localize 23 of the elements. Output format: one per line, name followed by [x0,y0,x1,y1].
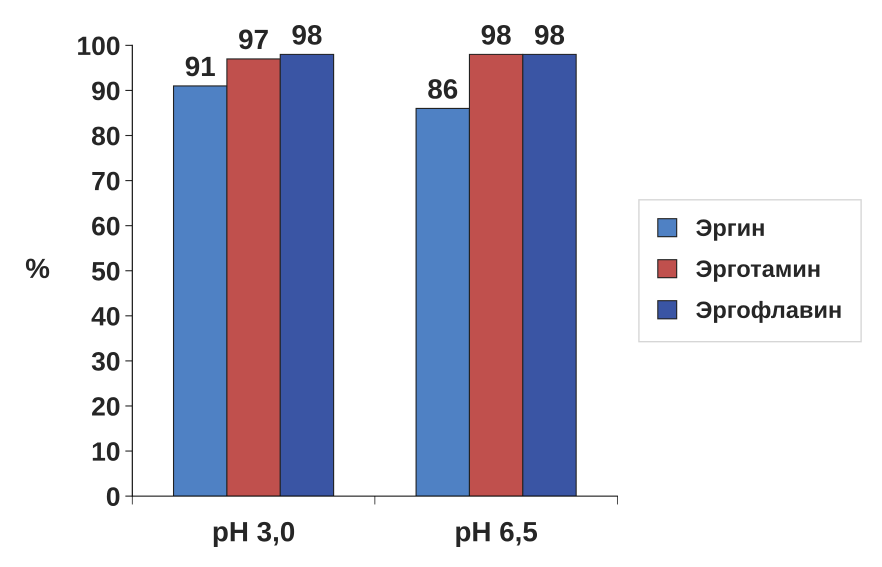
legend-label: Эргофлавин [696,300,841,323]
legend-label: Эрготамин [696,260,820,282]
x-tick-label: pH 3,0 [214,522,294,548]
y-tick-label: 80 [92,126,120,146]
data-label: 97 [239,30,268,50]
y-tick-label: 60 [92,216,120,236]
x-tick-label: pH 6,5 [456,522,538,548]
y-tick-label: 40 [92,306,120,326]
data-label: 98 [292,25,322,45]
y-axis-title: % [26,258,50,278]
y-tick-label: 70 [92,172,120,190]
y-tick-label: 10 [92,442,120,461]
data-label: 98 [535,25,564,45]
data-label: 98 [482,25,511,45]
y-tick-label: 100 [78,36,120,56]
y-tick-label: 20 [92,397,120,416]
legend-label: Эргин [696,219,764,241]
data-label: 86 [428,79,458,99]
y-tick-label: 0 [106,487,120,506]
y-tick-label: 50 [92,262,120,281]
y-tick-label: 30 [92,352,120,371]
y-tick-label: 90 [92,82,120,100]
data-label: 91 [186,56,215,76]
